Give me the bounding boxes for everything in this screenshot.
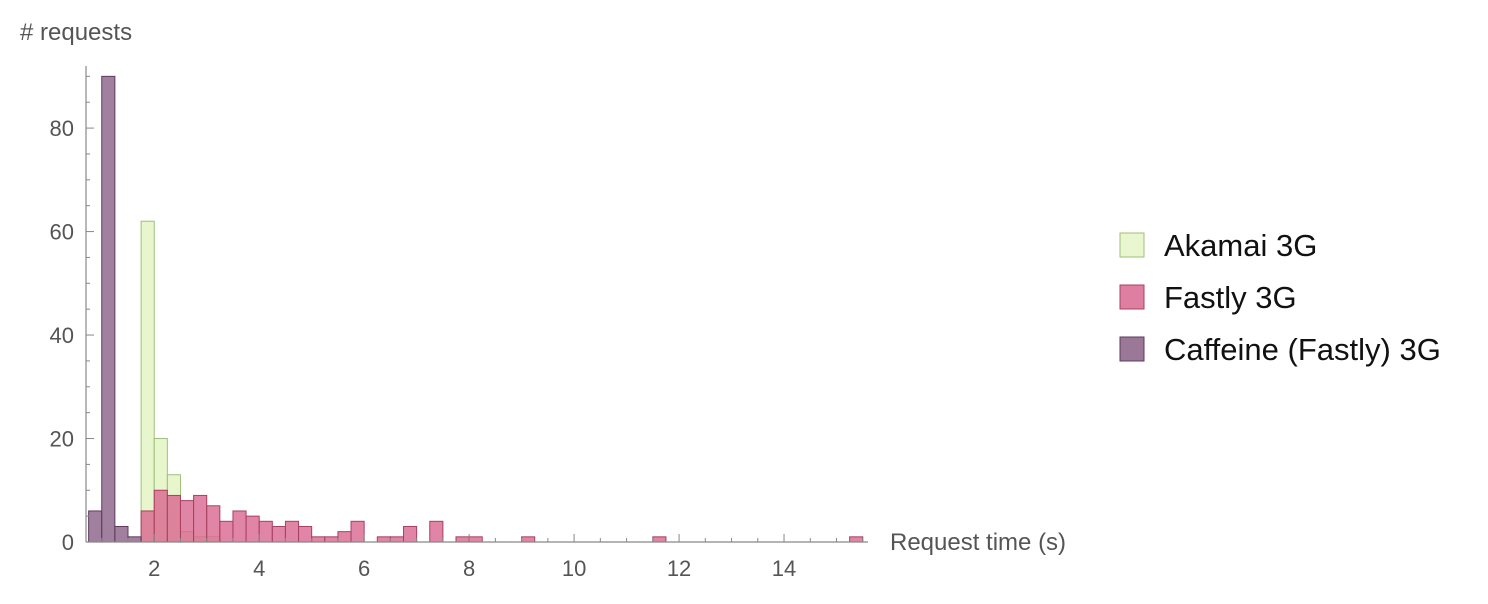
legend-swatch [1119, 336, 1145, 362]
x-tick-label: 8 [463, 556, 475, 581]
histogram-bar [324, 536, 339, 543]
histogram-bar [311, 536, 326, 543]
x-tick-label: 4 [253, 556, 265, 581]
y-tick-label: 40 [50, 323, 74, 348]
histogram-bar [284, 520, 300, 543]
histogram-bar [271, 525, 286, 543]
histogram-bar [232, 510, 247, 543]
histogram-bar [258, 520, 273, 543]
histogram-bar [849, 536, 864, 543]
histogram-bar [140, 220, 155, 543]
histogram-bar [298, 525, 313, 543]
histogram-bar [193, 494, 208, 543]
series-1 [140, 489, 864, 543]
y-axis-label: # requests [20, 19, 132, 46]
chart-legend: Akamai 3G Fastly 3G Caffeine (Fastly) 3G [1119, 228, 1441, 367]
histogram-bar [350, 520, 365, 543]
y-tick-label: 20 [50, 427, 74, 452]
histogram-bar [376, 536, 391, 543]
histogram-bar [179, 500, 195, 543]
histogram-bar [140, 510, 155, 543]
histogram-bar [166, 494, 181, 543]
legend-label: Fastly 3G [1164, 280, 1297, 315]
x-tick-label: 10 [562, 556, 586, 581]
histogram-bar [219, 520, 234, 543]
histogram-bar [127, 536, 142, 543]
legend-swatch [1119, 284, 1145, 310]
histogram-bar [521, 536, 536, 543]
histogram-bar [652, 536, 667, 543]
histogram-bar [101, 75, 116, 543]
legend-label: Akamai 3G [1164, 228, 1317, 263]
x-tick-label: 6 [358, 556, 370, 581]
histogram-bars [88, 75, 864, 543]
histogram-bar [114, 525, 129, 543]
histogram-bar [206, 505, 221, 543]
histogram-bar [403, 525, 418, 543]
y-tick-label: 60 [50, 220, 74, 245]
histogram-bar [88, 510, 103, 543]
histogram-bar [468, 536, 483, 543]
x-tick-label: 14 [772, 556, 796, 581]
histogram-bar [429, 520, 444, 543]
legend-label: Caffeine (Fastly) 3G [1164, 332, 1441, 367]
x-tick-label: 2 [148, 556, 160, 581]
x-tick-label: 12 [667, 556, 691, 581]
series-2 [88, 75, 142, 543]
y-tick-label: 80 [50, 116, 74, 141]
series-0 [140, 220, 221, 543]
histogram-bar [389, 536, 405, 543]
chart-axes: 0 20 40 60 80 2 4 6 8 10 12 14 [50, 66, 868, 581]
histogram-bar [455, 536, 470, 543]
x-axis-label: Request time (s) [890, 529, 1066, 556]
legend-swatch [1119, 232, 1145, 258]
y-tick-label: 0 [62, 530, 74, 555]
histogram-bar [337, 531, 352, 543]
histogram-bar [153, 489, 168, 543]
histogram-bar [245, 515, 260, 543]
